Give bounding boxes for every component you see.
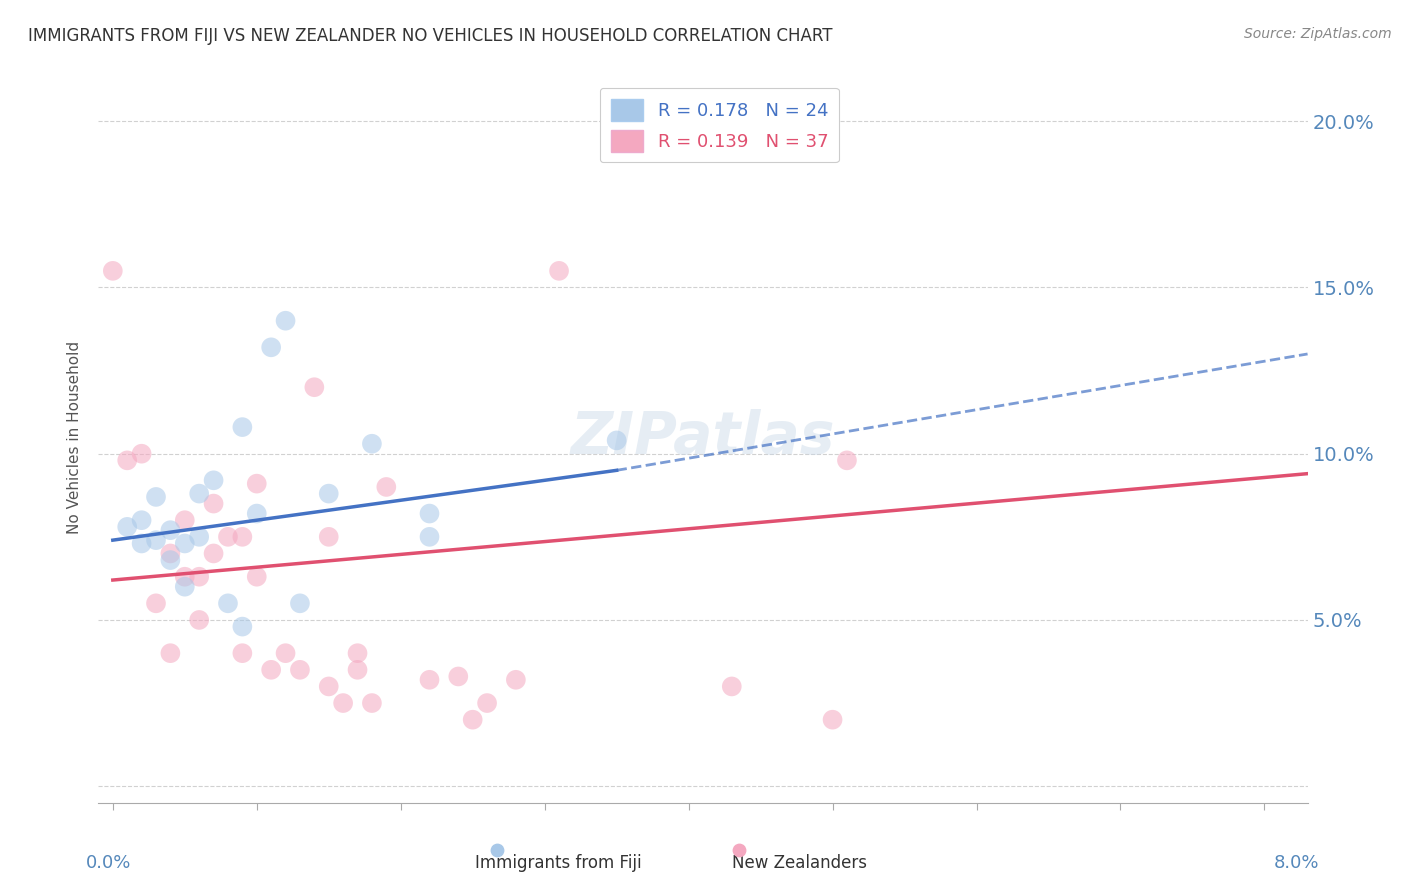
Text: 8.0%: 8.0% [1274, 854, 1320, 872]
Point [246, 476, 269, 491]
Point [188, 613, 211, 627]
Point [115, 453, 138, 467]
Point [159, 546, 181, 560]
Text: ZIPatlas: ZIPatlas [571, 409, 835, 466]
Point [260, 663, 283, 677]
Point [145, 596, 167, 610]
Point [375, 480, 398, 494]
Point [304, 380, 326, 394]
Point [246, 570, 269, 584]
Text: Source: ZipAtlas.com: Source: ZipAtlas.com [1244, 27, 1392, 41]
Point [548, 264, 571, 278]
Point [173, 580, 195, 594]
Point [145, 533, 167, 548]
Point [606, 434, 628, 448]
Point [288, 663, 311, 677]
Point [231, 420, 253, 434]
Text: New Zealanders: New Zealanders [733, 854, 868, 872]
Point [361, 696, 384, 710]
Point [447, 669, 470, 683]
Y-axis label: No Vehicles in Household: No Vehicles in Household [67, 341, 83, 533]
Point [475, 696, 498, 710]
Point [346, 663, 368, 677]
Point [159, 553, 181, 567]
Point [246, 507, 269, 521]
Point [505, 673, 527, 687]
Point [202, 546, 225, 560]
Point [274, 314, 297, 328]
Point [418, 530, 440, 544]
Point [231, 619, 253, 633]
Point [145, 490, 167, 504]
Point [202, 497, 225, 511]
Point [318, 486, 340, 500]
Point [318, 530, 340, 544]
Point [159, 523, 181, 537]
Point [821, 713, 844, 727]
Legend: R = 0.178   N = 24, R = 0.139   N = 37: R = 0.178 N = 24, R = 0.139 N = 37 [600, 87, 839, 162]
Point [461, 713, 484, 727]
Point [173, 570, 195, 584]
Point [131, 447, 153, 461]
Point [361, 436, 384, 450]
Point [131, 513, 153, 527]
Point [101, 264, 124, 278]
Text: Immigrants from Fiji: Immigrants from Fiji [475, 854, 641, 872]
Point [173, 513, 195, 527]
Point [131, 536, 153, 550]
Point [188, 530, 211, 544]
Point [188, 486, 211, 500]
Text: 0.0%: 0.0% [86, 854, 132, 872]
Point [288, 596, 311, 610]
Point [202, 473, 225, 487]
Point [346, 646, 368, 660]
Point [720, 680, 742, 694]
Point [260, 340, 283, 354]
Point [217, 596, 239, 610]
Point [115, 520, 138, 534]
Point [418, 673, 440, 687]
Point [231, 530, 253, 544]
Point [274, 646, 297, 660]
Point [332, 696, 354, 710]
Text: IMMIGRANTS FROM FIJI VS NEW ZEALANDER NO VEHICLES IN HOUSEHOLD CORRELATION CHART: IMMIGRANTS FROM FIJI VS NEW ZEALANDER NO… [28, 27, 832, 45]
Point [418, 507, 440, 521]
Point [835, 453, 858, 467]
Point [231, 646, 253, 660]
Point [188, 570, 211, 584]
Point [159, 646, 181, 660]
Point [173, 536, 195, 550]
Point [318, 680, 340, 694]
Point [217, 530, 239, 544]
